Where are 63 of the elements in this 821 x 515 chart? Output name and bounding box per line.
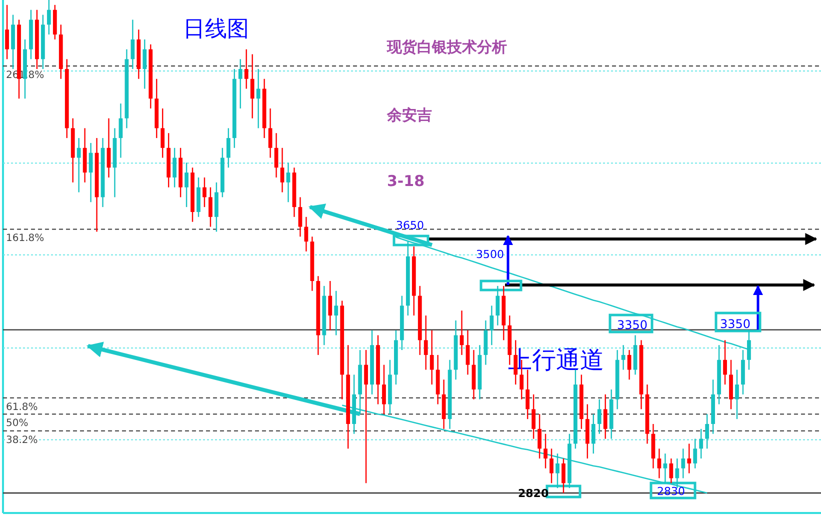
candlestick: [526, 369, 530, 420]
candlestick: [250, 54, 254, 119]
candlestick: [244, 48, 248, 90]
candlestick: [184, 162, 188, 208]
candlestick: [460, 310, 464, 356]
candlestick: [382, 364, 386, 415]
candlestick: [298, 196, 302, 238]
annotation: 3350: [617, 318, 648, 332]
text: 现货白银技术分析: [386, 38, 507, 56]
candlestick: [699, 428, 704, 460]
annotation: 日线图: [183, 17, 249, 42]
annotation: 3500: [476, 248, 504, 261]
candlestick: [424, 314, 428, 370]
annotation: 61.8%: [6, 402, 38, 413]
candlestick: [603, 394, 608, 440]
candlestick: [556, 452, 560, 489]
candlestick: [286, 162, 290, 203]
candlestick: [334, 290, 338, 336]
candlestick: [550, 448, 554, 484]
annotation: 3350: [720, 317, 751, 331]
candlestick: [627, 349, 632, 380]
candlestick: [130, 19, 135, 70]
annotation: 50%: [6, 418, 28, 430]
candlestick: [687, 443, 692, 474]
candlestick: [46, 0, 51, 36]
candlestick: [76, 137, 81, 193]
candlestick: [268, 108, 272, 158]
candlestick: [532, 394, 536, 440]
candlestick: [591, 414, 596, 454]
candlestick: [280, 147, 284, 193]
candlestick: [663, 452, 668, 484]
candlestick: [544, 433, 548, 469]
candlestick: [538, 414, 542, 460]
candlestick: [496, 285, 500, 326]
candlestick: [208, 186, 212, 228]
candlestick: [669, 458, 674, 484]
candlestick: [723, 340, 727, 386]
candlestick: [364, 349, 368, 484]
candlestick: [172, 147, 177, 188]
candlestick: [256, 68, 260, 129]
candlestick: [705, 414, 710, 450]
candlestick: [328, 280, 332, 331]
candlestick: [693, 438, 698, 469]
candlestick: [430, 330, 434, 386]
annotation: 余安吉: [386, 106, 432, 124]
candlestick: [562, 458, 566, 494]
candlestick: [490, 305, 494, 346]
annotation: 3650: [396, 219, 424, 232]
candlestick: [202, 176, 206, 208]
candlestick: [681, 448, 686, 479]
candlestick: [735, 369, 739, 420]
candlestick: [657, 448, 662, 479]
candlestick: [160, 108, 165, 158]
candlestick: [226, 128, 230, 168]
candlestick: [238, 58, 242, 110]
annotation: 38.2%: [6, 434, 38, 446]
candlestick: [142, 38, 147, 90]
candlestick: [5, 4, 9, 60]
candlestick: [597, 398, 602, 434]
annotation: 3-18: [387, 172, 425, 190]
candlestick: [621, 344, 626, 370]
candlestick: [466, 330, 470, 376]
annotation: 161.8%: [6, 233, 44, 244]
